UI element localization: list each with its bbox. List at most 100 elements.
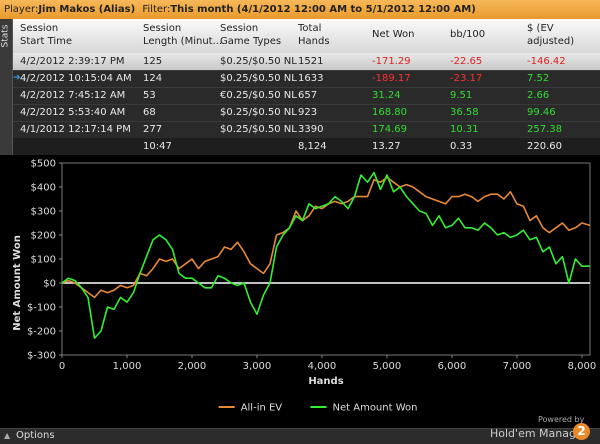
side-tab-label[interactable]: Stats xyxy=(0,24,11,48)
player-name[interactable]: Jim Makos (Alias) xyxy=(38,4,136,15)
x-tick-label: 2,000 xyxy=(178,361,207,372)
column-header-line[interactable]: Session xyxy=(220,23,259,34)
table-cell: 168.80 xyxy=(372,107,407,118)
y-tick-label: $300 xyxy=(31,207,56,218)
x-tick-label: 3,000 xyxy=(243,361,272,372)
y-tick-label: $-100 xyxy=(27,303,56,314)
table-cell: 4/2/2012 10:15:04 AM xyxy=(20,73,132,84)
table-cell: 923 xyxy=(298,107,318,118)
filter-bar: Player:Jim Makos (Alias) Filter:This mon… xyxy=(0,0,600,19)
table-header: Session Start Time Session Length (Minut...… xyxy=(13,19,600,54)
column-header-line[interactable]: Net Won xyxy=(372,29,415,40)
options-button[interactable]: Options xyxy=(16,430,55,441)
filter-label: Filter: xyxy=(142,4,171,15)
x-tick-label: 6,000 xyxy=(438,361,467,372)
table-cell: -171.29 xyxy=(372,56,411,67)
table-cell: 277 xyxy=(143,124,163,135)
column-header-line[interactable]: Length (Minut... xyxy=(143,36,223,47)
y-tick-label: $200 xyxy=(31,231,56,242)
table-cell: 4/2/2012 5:53:40 AM xyxy=(20,107,126,118)
y-tick-label: $-200 xyxy=(27,327,56,338)
series-line xyxy=(61,176,591,299)
table-cell: 7.52 xyxy=(527,73,550,84)
column-header-line[interactable]: $ (EV xyxy=(527,23,554,34)
table-row[interactable]: 4/2/2012 7:45:12 AM 53 €0.25/$0.50 NL 657 31… xyxy=(13,87,600,105)
table-cell: $0.25/$0.50 NL xyxy=(220,73,297,84)
column-header-line[interactable]: bb/100 xyxy=(450,29,486,40)
row-indicator: ➔ xyxy=(13,73,21,83)
table-cell: -23.17 xyxy=(450,73,483,84)
totals-cell: 10:47 xyxy=(143,141,172,152)
column-header-line[interactable]: Session xyxy=(143,23,182,34)
table-cell: -146.42 xyxy=(527,56,566,67)
column-header[interactable]: bb/100 xyxy=(450,28,485,41)
footer: ▲ Options xyxy=(0,428,600,444)
table-cell: 2.66 xyxy=(527,90,550,101)
chart: Net Amount Won Hands $-300 $-200 $-100 $0 $1… xyxy=(0,155,600,428)
column-header[interactable]: Session Length (Minut... xyxy=(143,22,222,48)
table-cell: $0.25/$0.50 NL xyxy=(220,124,297,135)
table-cell: 10.31 xyxy=(450,124,479,135)
options-icon[interactable]: ▲ xyxy=(4,431,11,440)
y-tick-label: $-300 xyxy=(27,351,56,362)
brand-badge: 2 xyxy=(573,423,590,440)
y-tick-label: $500 xyxy=(31,159,56,170)
legend-label: Net Amount Won xyxy=(333,403,418,414)
table-row[interactable]: 4/1/2012 12:17:14 PM 277 $0.25/$0.50 NL 339… xyxy=(13,121,600,139)
column-header[interactable]: Session Game Types xyxy=(220,22,281,48)
table-cell: 174.69 xyxy=(372,124,407,135)
table-cell: €0.25/$0.50 NL xyxy=(220,90,297,101)
column-header-line[interactable]: Start Time xyxy=(20,36,73,47)
table-cell: 124 xyxy=(143,73,163,84)
column-header[interactable]: Net Won xyxy=(372,28,415,41)
side-tab[interactable]: Stats xyxy=(0,19,13,155)
player-label: Player: xyxy=(4,4,39,15)
column-header-line[interactable]: Session xyxy=(20,23,59,34)
table-cell: 1521 xyxy=(298,56,324,67)
column-header[interactable]: Session Start Time xyxy=(20,22,72,48)
totals-cell: 220.60 xyxy=(527,141,562,152)
y-tick-label: $0 xyxy=(43,279,56,290)
table-cell: 53 xyxy=(143,90,156,101)
table-cell: 99.46 xyxy=(527,107,556,118)
y-axis-title: Net Amount Won xyxy=(12,235,23,331)
table-cell: 657 xyxy=(298,90,318,101)
table-row[interactable]: 4/2/2012 5:53:40 AM 68 $0.25/$0.50 NL 923 16… xyxy=(13,104,600,122)
powered-by: Powered by xyxy=(538,415,585,424)
table-cell: 4/2/2012 7:45:12 AM xyxy=(20,90,126,101)
x-tick-label: 0 xyxy=(59,361,65,372)
table-cell: 31.24 xyxy=(372,90,401,101)
x-tick-label: 7,000 xyxy=(503,361,532,372)
chart-background xyxy=(0,155,600,428)
column-header[interactable]: $ (EV adjusted) xyxy=(527,22,574,48)
table-cell: 4/2/2012 2:39:17 PM xyxy=(20,56,125,67)
table-row[interactable]: 4/2/2012 2:39:17 PM 125 $0.25/$0.50 NL 1521… xyxy=(13,53,600,71)
totals-cell: 13.27 xyxy=(372,141,401,152)
table-cell: 1633 xyxy=(298,73,324,84)
brand: Hold'em Manager xyxy=(490,427,588,440)
x-tick-label: 1,000 xyxy=(113,361,142,372)
totals-cell: 0.33 xyxy=(450,141,473,152)
table-cell: 9.51 xyxy=(450,90,473,101)
x-tick-label: 8,000 xyxy=(568,361,597,372)
filter-value[interactable]: This month (4/1/2012 12:00 AM to 5/1/201… xyxy=(170,4,476,15)
table-cell: -22.65 xyxy=(450,56,483,67)
table-row[interactable]: 4/2/2012 10:15:04 AM 124 $0.25/$0.50 NL 163… xyxy=(13,70,600,88)
column-header-line[interactable]: Hands xyxy=(298,36,330,47)
x-axis-title: Hands xyxy=(308,376,343,387)
column-header-line[interactable]: Game Types xyxy=(220,36,282,47)
totals-cell: 8,124 xyxy=(298,141,327,152)
totals-row: 10:47 8,124 13.27 0.33 220.60 xyxy=(13,138,600,156)
table-cell: 36.58 xyxy=(450,107,479,118)
x-tick-label: 5,000 xyxy=(373,361,402,372)
table-cell: 4/1/2012 12:17:14 PM xyxy=(20,124,131,135)
column-header-line[interactable]: adjusted) xyxy=(527,36,575,47)
table-cell: $0.25/$0.50 NL xyxy=(220,107,297,118)
table-cell: -189.17 xyxy=(372,73,411,84)
table-cell: 257.38 xyxy=(527,124,562,135)
x-tick-label: 4,000 xyxy=(308,361,337,372)
column-header-line[interactable]: Total xyxy=(298,23,322,34)
column-header[interactable]: Total Hands xyxy=(298,22,330,48)
y-tick-label: $400 xyxy=(31,183,56,194)
